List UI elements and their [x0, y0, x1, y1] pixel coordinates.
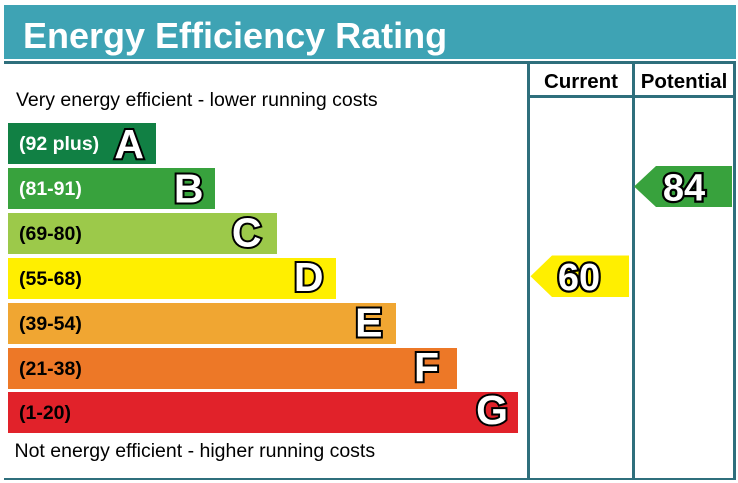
svg-text:E: E	[355, 300, 382, 346]
svg-text:G: G	[476, 387, 508, 433]
svg-text:D: D	[294, 254, 324, 300]
svg-text:B: B	[174, 166, 204, 212]
svg-text:A: A	[114, 121, 144, 167]
svg-text:C: C	[232, 210, 262, 256]
svg-text:F: F	[414, 345, 439, 391]
svg-text:60: 60	[558, 257, 600, 299]
svg-text:84: 84	[663, 168, 705, 210]
